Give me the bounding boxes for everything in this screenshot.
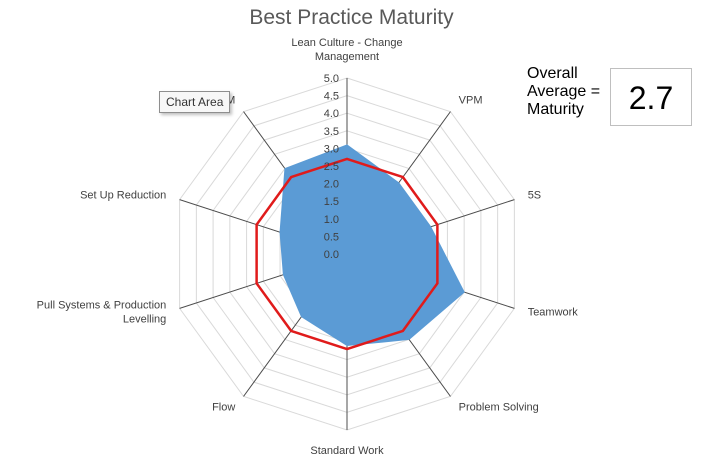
axis-label-line: Levelling — [123, 314, 166, 326]
overall-average-label-line: Average = — [527, 83, 601, 100]
axis-label-line: Pull Systems & Production — [37, 300, 167, 312]
axis-label: Problem Solving — [459, 402, 539, 414]
axis-label: Lean Culture - Change Management — [291, 37, 402, 63]
tick-label: 5.0 — [324, 73, 339, 85]
tick-label: 4.0 — [324, 108, 339, 120]
tick-label: 2.5 — [324, 161, 339, 173]
axis-label: Standard Work — [310, 445, 384, 457]
axis-label-line: Problem Solving — [459, 402, 539, 414]
axis-label-line: Management — [315, 51, 379, 63]
axis-label-line: Teamwork — [528, 307, 579, 319]
axis-label: VPM — [459, 94, 483, 106]
overall-average-label: Overall Average = Maturity — [527, 65, 600, 119]
axis-label-line: VPM — [459, 94, 483, 106]
axis-label-line: Standard Work — [310, 445, 384, 457]
tick-label: 0.5 — [324, 231, 339, 243]
axis-labels: Lean Culture - Change Management VPM 5S Team… — [37, 37, 579, 457]
radar-series — [255, 144, 465, 351]
axis-label-line: 5S — [528, 189, 541, 201]
axis-label: Flow — [212, 402, 235, 414]
tick-label: 0.0 — [324, 249, 339, 261]
series-line — [255, 157, 439, 351]
axis-label: 5S — [528, 189, 541, 201]
axis-label: Set Up Reduction — [80, 189, 166, 201]
tick-label: 4.5 — [324, 91, 339, 103]
series-area — [279, 144, 465, 347]
overall-average-label-line: Maturity — [527, 101, 584, 118]
chart-area-tooltip: Chart Area — [159, 91, 231, 113]
axis-label-line: Set Up Reduction — [80, 189, 166, 201]
radial-tick-labels: 0.0 0.5 1.0 1.5 2.0 2.5 3.0 3.5 4.0 4.5 5.0 — [324, 73, 339, 261]
axis-label-line: Lean Culture - Change — [291, 37, 402, 49]
axis-label-line: Flow — [212, 402, 235, 414]
tick-label: 3.5 — [324, 126, 339, 138]
tick-label: 1.5 — [324, 196, 339, 208]
axis-label: Pull Systems & Production Levelling — [37, 300, 167, 326]
axis-label: Teamwork — [528, 307, 579, 319]
tick-label: 1.0 — [324, 214, 339, 226]
chart-title: Best Practice Maturity — [249, 6, 454, 29]
overall-average-label-line: Overall — [527, 65, 578, 82]
overall-average-value: 2.7 — [610, 68, 692, 126]
tick-label: 2.0 — [324, 179, 339, 191]
tick-label: 3.0 — [324, 143, 339, 155]
